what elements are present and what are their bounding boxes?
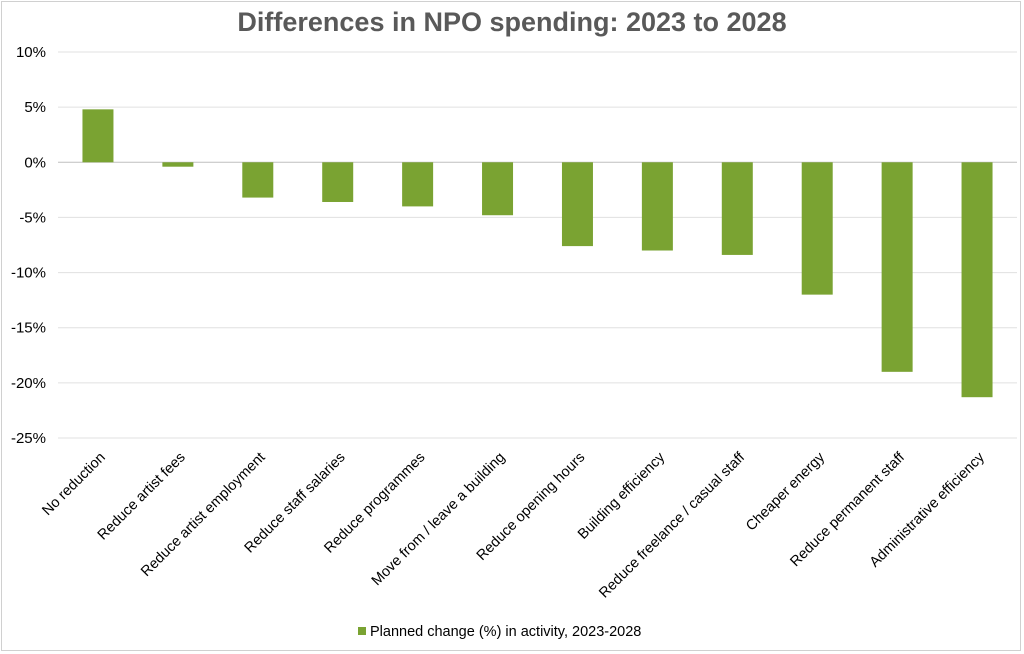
bar	[242, 162, 274, 198]
y-axis-ticks: 10% 5% 0% -5% -10% -15% -20% -25%	[11, 44, 46, 447]
y-tick-label: -20%	[11, 375, 46, 392]
y-tick-label: 0%	[24, 154, 46, 171]
x-category-label: Reduce artist fees	[95, 450, 189, 544]
x-category-label: Building efficiency	[575, 449, 669, 543]
legend-swatch	[358, 627, 366, 635]
y-tick-label: -5%	[19, 209, 46, 226]
bar	[641, 162, 673, 251]
y-tick-label: -10%	[11, 265, 46, 282]
y-tick-label: 10%	[16, 44, 46, 61]
bar	[482, 162, 514, 216]
bar	[801, 162, 833, 295]
y-tick-label: -15%	[11, 320, 46, 337]
bar	[82, 109, 114, 163]
legend: Planned change (%) in activity, 2023-202…	[358, 624, 641, 640]
x-category-label: No reduction	[39, 450, 108, 519]
y-tick-label: 5%	[24, 99, 46, 116]
bars	[82, 109, 993, 398]
x-category-label: Reduce freelance / casual staff	[596, 449, 749, 602]
bar	[162, 162, 194, 167]
x-category-label: Move from / leave a building	[369, 450, 509, 590]
legend-label: Planned change (%) in activity, 2023-202…	[370, 624, 641, 640]
bar	[721, 162, 753, 255]
bar	[322, 162, 354, 202]
bar	[881, 162, 913, 372]
bar	[561, 162, 593, 247]
bar	[402, 162, 434, 207]
y-tick-label: -25%	[11, 430, 46, 447]
chart-title: Differences in NPO spending: 2023 to 202…	[237, 7, 786, 37]
bar	[961, 162, 993, 398]
gridlines	[58, 51, 1017, 439]
x-category-label: Cheaper energy	[743, 449, 828, 534]
